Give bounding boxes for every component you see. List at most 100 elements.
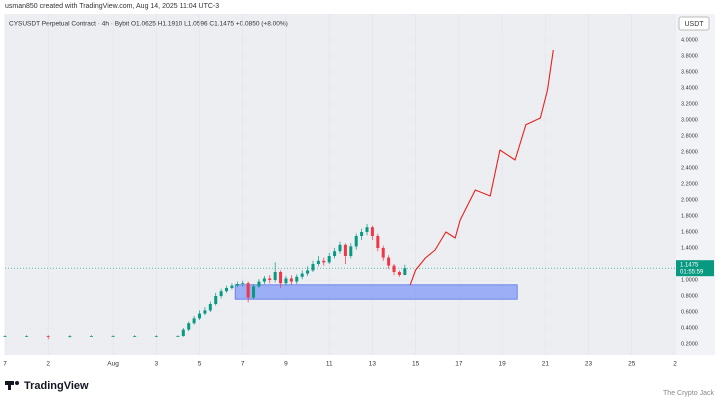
x-tick-label: 13 [369, 361, 377, 368]
candle-body [3, 336, 7, 337]
candle-body [262, 278, 266, 282]
watermark: The Crypto Jack [663, 390, 714, 397]
candle-body [235, 284, 239, 286]
candle-body [176, 336, 180, 337]
candle-body [316, 260, 320, 264]
candle-body [187, 323, 191, 330]
candle-body [246, 283, 250, 298]
candle-body [338, 244, 342, 252]
y-tick-label: 1.4000 [681, 245, 698, 251]
x-tick-label: 11 [326, 361, 333, 368]
candle-body [284, 278, 288, 284]
candle-body [181, 329, 185, 336]
logo [5, 381, 19, 390]
candle-body [322, 260, 326, 263]
brand: TradingView [24, 380, 89, 392]
candle-body [289, 278, 293, 282]
candle-body [203, 310, 207, 314]
y-tick-label: 0.6000 [681, 309, 698, 315]
x-tick-label: 19 [498, 361, 506, 368]
candle-body [46, 336, 50, 337]
candle-body [311, 264, 315, 271]
candle-body [354, 236, 358, 247]
plot-area [5, 14, 675, 355]
y-tick-label: 3.0000 [681, 117, 698, 123]
candle-body [360, 232, 364, 236]
candle-body [333, 251, 337, 256]
price-axis [675, 14, 715, 355]
x-tick-label: 15 [412, 361, 420, 368]
y-tick-label: 2.0000 [681, 197, 698, 203]
candle-body [252, 286, 256, 298]
candle-body [198, 313, 202, 319]
y-tick-label: 1.0000 [681, 277, 698, 283]
symbol-info: CYSUSDT Perpetual Contract · 4h · Bybit … [9, 21, 288, 28]
x-tick-label: 3 [154, 361, 158, 368]
chart-title: usman850 created with TradingView.com, A… [5, 3, 219, 10]
candle-body [273, 272, 277, 280]
price-label-box [676, 260, 714, 277]
logo-mark [8, 381, 11, 390]
candle-body [376, 236, 380, 248]
candle-body [397, 272, 401, 275]
candle-body [225, 288, 229, 292]
candle-body [387, 257, 391, 266]
y-tick-label: 4.0000 [681, 37, 698, 43]
x-tick-label: 23 [585, 361, 593, 368]
x-tick-label: 9 [284, 361, 288, 368]
logo-mark [15, 381, 19, 385]
y-tick-label: 1.6000 [681, 229, 698, 235]
candle-body [257, 281, 261, 287]
price-label: 1.1475 [680, 262, 699, 268]
y-tick-label: 3.2000 [681, 101, 698, 107]
candle-body [268, 278, 272, 280]
candle-body [295, 276, 299, 282]
candle-body [192, 318, 196, 324]
x-tick-label: 5 [198, 361, 202, 368]
y-tick-label: 0.8000 [681, 293, 698, 299]
candle-body [343, 244, 347, 256]
x-tick-label: Aug [107, 361, 119, 368]
candle-body [133, 336, 137, 337]
countdown: 01:55:59 [680, 269, 704, 275]
y-tick-label: 2.8000 [681, 133, 698, 139]
candle-body [111, 336, 115, 337]
x-tick-label: 2 [46, 361, 50, 368]
y-tick-label: 0.4000 [681, 325, 698, 331]
candle-body [279, 272, 283, 284]
x-tick-label: 2 [673, 361, 677, 368]
candle-body [89, 336, 93, 337]
y-tick-label: 3.4000 [681, 85, 698, 91]
projection-line [409, 49, 554, 285]
y-tick-label: 1.8000 [681, 213, 698, 219]
candle-body [349, 246, 353, 256]
x-tick-label: 7 [241, 361, 245, 368]
currency-box[interactable] [678, 16, 710, 31]
candle-body [241, 283, 245, 284]
y-tick-label: 3.8000 [681, 53, 698, 59]
candle-body [219, 291, 223, 296]
y-tick-label: 2.2000 [681, 181, 698, 187]
x-tick-label: 17 [455, 361, 463, 368]
candle-body [208, 304, 212, 311]
x-tick-label: 25 [628, 361, 636, 368]
y-tick-label: 2.4000 [681, 165, 698, 171]
candle-body [370, 227, 374, 236]
candle-body [25, 336, 29, 337]
candle-body [230, 285, 234, 288]
candle-body [68, 336, 72, 337]
candle-body [327, 256, 331, 263]
candle-body [306, 270, 310, 274]
candle-body [214, 296, 218, 304]
candle-body [381, 248, 385, 258]
support-zone [234, 284, 518, 300]
candle-body [403, 268, 407, 275]
candle-body [154, 336, 158, 337]
x-tick-label: 7 [3, 361, 7, 368]
y-tick-label: 3.6000 [681, 69, 698, 75]
candle-body [365, 227, 369, 232]
y-tick-label: 2.6000 [681, 149, 698, 155]
candle-body [300, 273, 304, 277]
currency[interactable]: USDT [684, 21, 704, 28]
